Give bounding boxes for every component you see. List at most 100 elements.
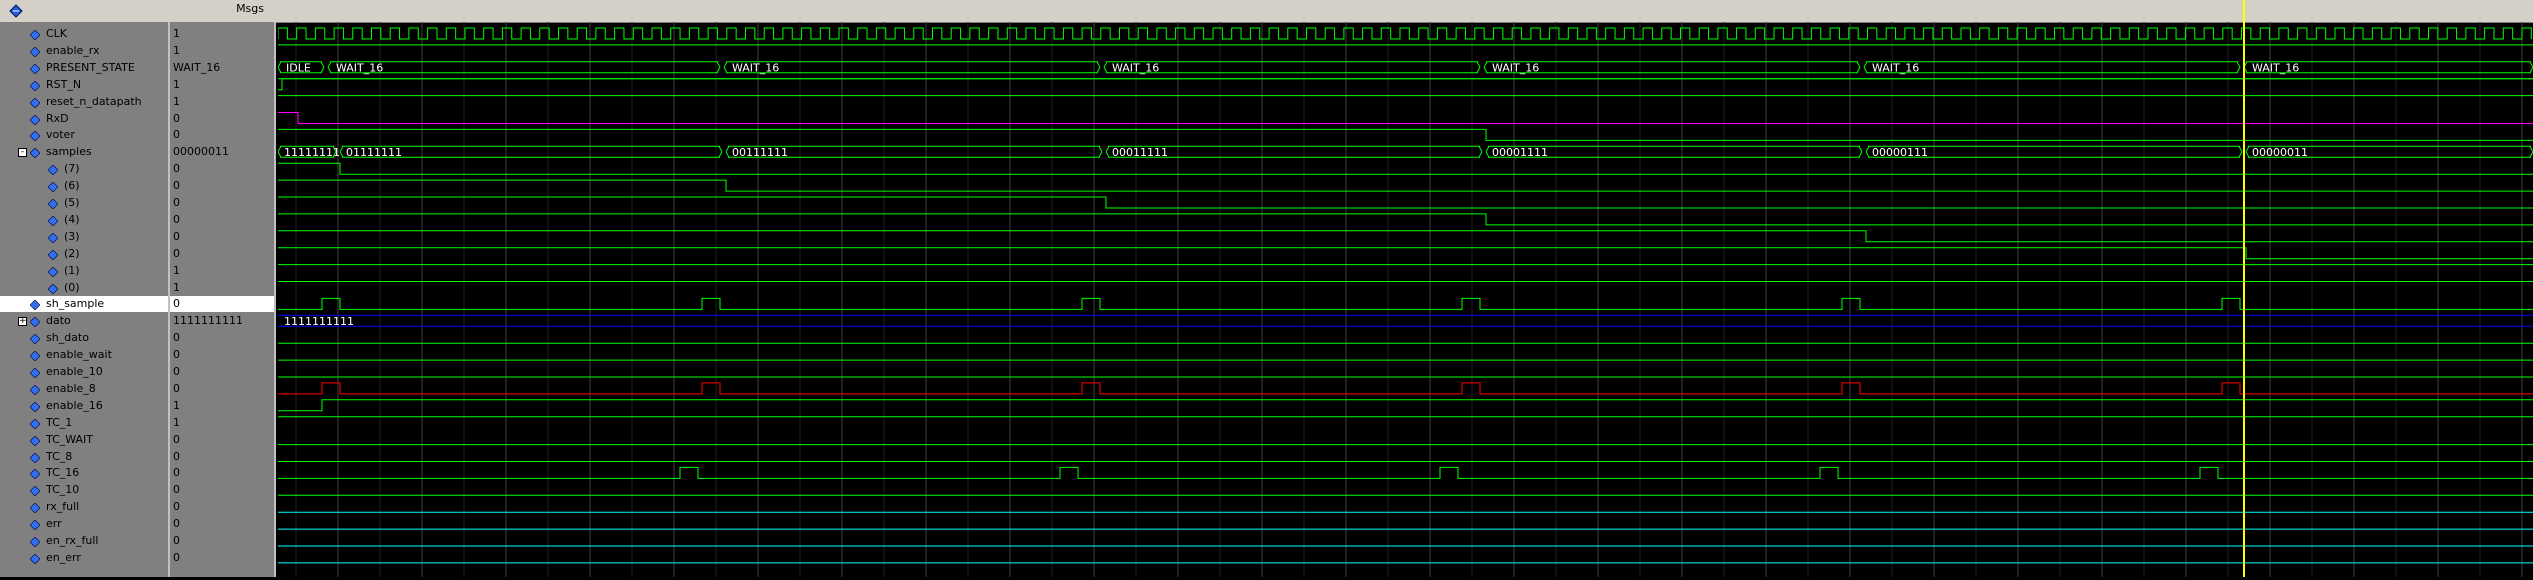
- wave-window-icon[interactable]: [8, 3, 24, 19]
- signal-value-label: 0: [173, 179, 180, 193]
- signal-row-tc-16[interactable]: TC_16: [0, 465, 168, 481]
- signal-row-7[interactable]: (7): [0, 161, 168, 177]
- signal-name-label: enable_10: [46, 365, 103, 378]
- signal-name-label: (5): [64, 196, 80, 209]
- present-state-label: WAIT_16: [336, 61, 383, 74]
- signal-row-3[interactable]: (3): [0, 229, 168, 245]
- expand-toggle-icon[interactable]: +: [18, 316, 27, 327]
- signal-value-label: 0: [173, 162, 180, 176]
- samples-label: 00000111: [1872, 146, 1928, 159]
- signal-diamond-icon: [29, 316, 41, 328]
- signal-value-label: 1: [173, 27, 180, 40]
- waveform-canvas[interactable]: IDLE WAIT_16 WAIT_16 WAIT_16 WAIT_16 WAIT_16 W…: [277, 0, 2533, 577]
- signal-row-present-state[interactable]: PRESENT_STATE: [0, 60, 168, 76]
- signal-row-clk[interactable]: CLK: [0, 26, 168, 42]
- signal-diamond-icon: [29, 485, 41, 497]
- signal-row-2[interactable]: (2): [0, 246, 168, 262]
- signal-row-tc-8[interactable]: TC_8: [0, 449, 168, 465]
- signal-value-label: 1: [173, 43, 180, 57]
- signal-value-label: 0: [173, 111, 180, 125]
- signal-name-label: TC_16: [46, 466, 80, 480]
- signal-diamond-icon: [29, 468, 41, 480]
- signal-name-label: rx_full: [46, 500, 80, 514]
- signal-name-label: CLK: [46, 27, 68, 40]
- signal-value-label: 0: [170, 296, 274, 313]
- samples-label: 11111111: [284, 146, 340, 159]
- signal-name-label: RST_N: [46, 77, 82, 91]
- sample-bit-wave: [278, 247, 2533, 260]
- signal-row-enable-wait[interactable]: enable_wait: [0, 347, 168, 363]
- signal-row-enable-16[interactable]: enable_16: [0, 398, 168, 414]
- signal-row-4[interactable]: (4): [0, 212, 168, 228]
- signal-value-label: 0: [173, 500, 180, 514]
- signal-value-label: 0: [173, 466, 180, 480]
- signal-row-rxd[interactable]: RxD: [0, 111, 168, 127]
- signal-row-rst-n[interactable]: RST_N: [0, 77, 168, 93]
- signal-row-rx-full[interactable]: rx_full: [0, 499, 168, 515]
- signal-value-label: 0: [173, 246, 180, 260]
- samples-bus: [2245, 145, 2533, 158]
- signal-value-panel[interactable]: 1 1 WAIT_16 1 1 0 0 00000011 0 0 0 0 0 0 1 1 0 1111111111…: [170, 22, 276, 577]
- signal-row-en-rx-full[interactable]: en_rx_full: [0, 533, 168, 549]
- signal-row-5[interactable]: (5): [0, 195, 168, 211]
- signal-row-tc-1[interactable]: TC_1: [0, 415, 168, 431]
- signal-diamond-icon: [29, 384, 41, 396]
- signal-value-label: 0: [173, 517, 180, 531]
- signal-diamond-icon: [29, 502, 41, 514]
- signal-name-label: enable_rx: [46, 43, 100, 57]
- samples-bus: [1865, 145, 2243, 158]
- signal-row-sh-sample[interactable]: sh_sample: [0, 296, 168, 313]
- signal-row-err[interactable]: err: [0, 516, 168, 532]
- msgs-column-header: Msgs: [236, 2, 264, 15]
- signal-row-6[interactable]: (6): [0, 178, 168, 194]
- signal-value-label: 1: [173, 263, 180, 277]
- signal-diamond-icon: [29, 114, 41, 125]
- signal-value-label: 0: [173, 550, 180, 564]
- signal-row-0[interactable]: (0): [0, 280, 168, 296]
- signal-row-dato[interactable]: + dato: [0, 313, 168, 329]
- present-state-label: WAIT_16: [1112, 61, 1159, 74]
- signal-row-voter[interactable]: voter: [0, 127, 168, 143]
- signal-diamond-icon: [29, 452, 41, 463]
- waveform-panel[interactable]: IDLE WAIT_16 WAIT_16 WAIT_16 WAIT_16 WAIT_16 W…: [277, 0, 2533, 577]
- signal-row-enable-10[interactable]: enable_10: [0, 364, 168, 380]
- signal-diamond-icon: [29, 97, 41, 109]
- signal-row-en-err[interactable]: en_err: [0, 550, 168, 566]
- signal-value-label: 1111111111: [173, 314, 243, 328]
- signal-row-enable-8[interactable]: enable_8: [0, 381, 168, 397]
- signal-name-panel[interactable]: CLK enable_rx PRESENT_STATE RST_N reset_n_da…: [0, 22, 170, 577]
- signal-row-1[interactable]: (1): [0, 263, 168, 279]
- signal-row-enable-rx[interactable]: enable_rx: [0, 43, 168, 59]
- present-state-bus: [1483, 61, 1861, 74]
- signal-diamond-icon: [29, 333, 41, 345]
- signal-name-label: PRESENT_STATE: [46, 60, 135, 74]
- signal-name-label: sh_sample: [46, 297, 105, 311]
- signal-diamond-icon: [29, 29, 41, 41]
- collapse-toggle-icon[interactable]: -: [18, 148, 27, 158]
- signal-name-label: TC_WAIT: [46, 432, 94, 446]
- signal-row-samples[interactable]: - samples: [0, 144, 168, 160]
- signal-value-label: 0: [173, 212, 180, 226]
- signal-diamond-icon: [29, 418, 41, 430]
- present-state-label: IDLE: [286, 61, 311, 74]
- signal-value-label: WAIT_16: [173, 60, 221, 74]
- signal-row-tc-wait[interactable]: TC_WAIT: [0, 432, 168, 448]
- signal-diamond-icon: [29, 519, 41, 531]
- signal-name-label: en_rx_full: [46, 534, 99, 547]
- sample-bit-wave: [278, 213, 2533, 226]
- wave-toolbar: Msgs: [0, 0, 2533, 23]
- signal-value-label: 0: [173, 348, 180, 362]
- signal-row-sh-dato[interactable]: sh_dato: [0, 330, 168, 346]
- signal-name-label: sh_dato: [46, 331, 89, 345]
- clk-wave: [277, 27, 2532, 40]
- signal-row-tc-10[interactable]: TC_10: [0, 482, 168, 498]
- signal-name-label: dato: [46, 314, 71, 328]
- dato-label: 1111111111: [284, 315, 354, 328]
- signal-value-label: 1: [173, 415, 180, 429]
- signal-value-label: 0: [173, 331, 180, 345]
- signal-name-label: voter: [46, 128, 75, 142]
- samples-bus: [277, 145, 337, 158]
- samples-label: 00011111: [1112, 146, 1168, 159]
- signal-row-reset-n-datapath[interactable]: reset_n_datapath: [0, 94, 168, 110]
- signal-diamond-icon: [47, 283, 59, 294]
